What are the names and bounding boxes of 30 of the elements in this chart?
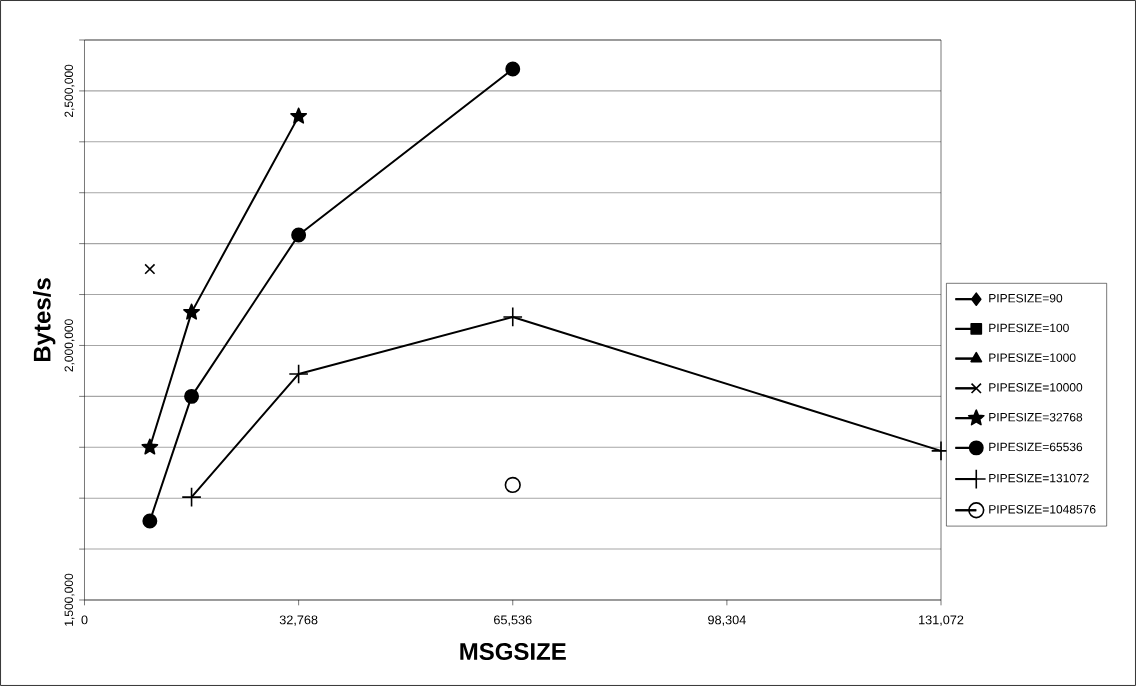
point xyxy=(502,306,523,328)
point xyxy=(504,476,521,494)
y-tick-label: 1,500,000 xyxy=(64,573,75,626)
x-tick-label: 131,072 xyxy=(919,615,964,626)
point xyxy=(505,61,521,77)
point xyxy=(141,438,159,455)
y-tick-label: 2,500,000 xyxy=(64,64,75,117)
x-tick-label: 98,304 xyxy=(708,615,746,626)
x-axis-title: MSGSIZE xyxy=(460,642,566,660)
point xyxy=(184,388,200,404)
point xyxy=(290,107,308,124)
x-tick-label: 65,536 xyxy=(494,615,532,626)
legend-label: PIPESIZE=131072 xyxy=(989,473,1089,483)
legend-label: PIPESIZE=100 xyxy=(989,323,1069,333)
legend-label: PIPESIZE=1048576 xyxy=(989,505,1096,514)
legend-label: PIPESIZE=10000 xyxy=(989,383,1083,392)
point xyxy=(291,227,307,243)
legend-label: PIPESIZE=32768 xyxy=(989,412,1083,422)
point xyxy=(183,303,200,320)
y-axis-title: Bytes/s xyxy=(33,278,56,362)
y-tick-label: 2,000,000 xyxy=(64,319,75,372)
x-tick-label: 32,768 xyxy=(279,615,318,626)
x-tick-label: 0 xyxy=(81,615,88,625)
point xyxy=(288,363,309,385)
point xyxy=(142,513,158,529)
point xyxy=(144,263,156,275)
legend-label: PIPESIZE=90 xyxy=(989,293,1063,303)
legend-label: PIPESIZE=1000 xyxy=(989,353,1076,362)
legend-label: PIPESIZE=65536 xyxy=(989,442,1083,452)
point xyxy=(181,487,202,508)
